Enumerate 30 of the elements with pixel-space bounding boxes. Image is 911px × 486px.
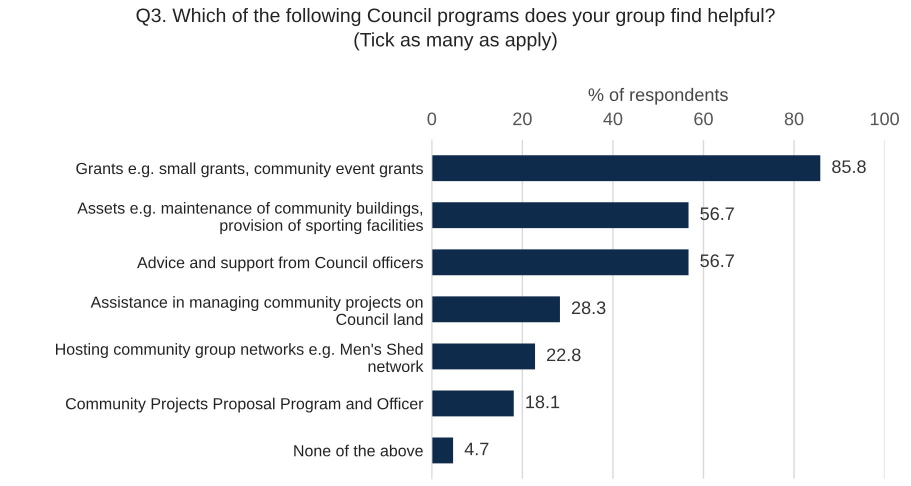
bar (432, 249, 689, 276)
x-tick-label: 100 (870, 112, 899, 126)
data-label: 56.7 (700, 254, 734, 268)
y-tick-label: Advice and support from Council officers (137, 256, 423, 272)
chart-title: Q3. Which of the following Council programs does your group find helpful? (136, 8, 775, 26)
bar (432, 438, 454, 464)
y-tick-label: Hosting community group networks e.g. Men's Shed network (56, 343, 424, 372)
y-tick-label: None of the above (294, 444, 423, 456)
chart-subtitle: (Tick as many as apply) (354, 32, 557, 50)
y-tick-label: Assets e.g. maintenance of community buildings, provision of sporting facilities (77, 202, 423, 234)
data-label: 4.7 (464, 442, 488, 456)
x-tick-label: 0 (428, 112, 436, 126)
bar (432, 343, 536, 370)
y-tick-label: Grants e.g. small grants, community event grants (76, 162, 423, 178)
y-tick-label: Community Projects Proposal Program and Officer (66, 398, 424, 413)
bar (432, 155, 820, 182)
bar (432, 296, 560, 322)
x-tick-label: 60 (694, 112, 713, 126)
y-tick-label: Assistance in managing community projects on Council land (90, 296, 422, 326)
x-axis-title: % of respondents (588, 88, 728, 105)
x-tick-label: 40 (603, 112, 622, 126)
data-label: 28.3 (572, 301, 606, 314)
x-tick-label: 20 (513, 112, 532, 126)
data-label: 22.8 (547, 348, 581, 362)
data-label: 85.8 (832, 160, 866, 174)
data-label: 56.7 (700, 207, 734, 220)
data-label: 18.1 (526, 395, 560, 408)
bar (432, 202, 689, 228)
x-tick-label: 80 (784, 112, 804, 126)
bar (432, 390, 514, 416)
